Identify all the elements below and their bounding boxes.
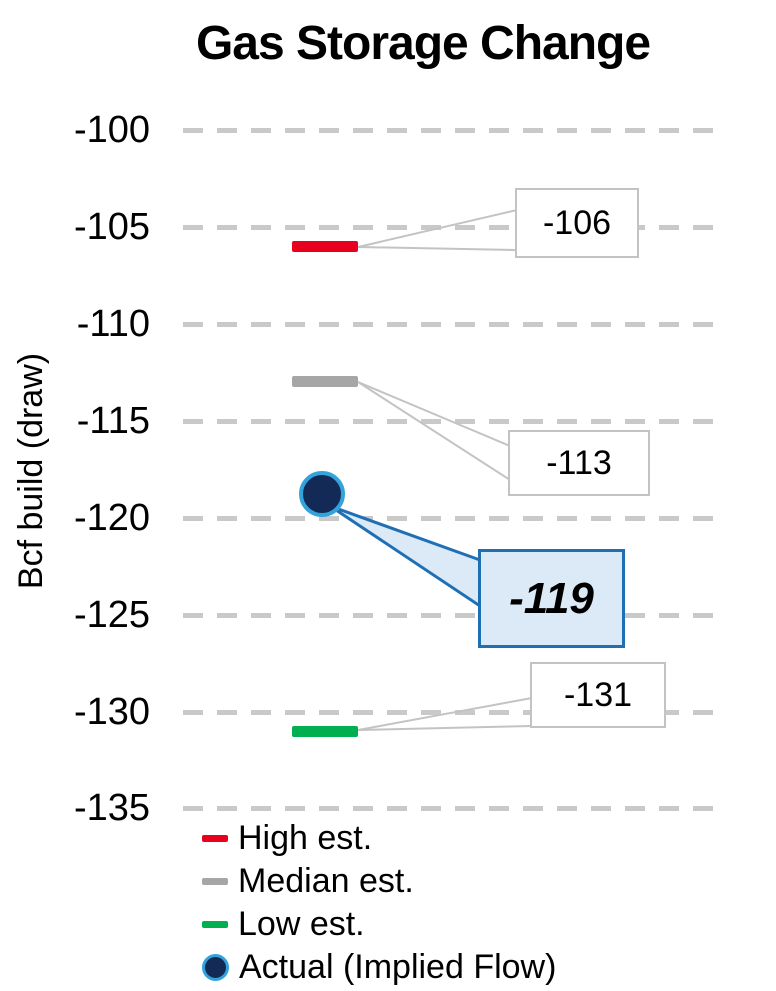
legend-label: Actual (Implied Flow): [239, 948, 557, 986]
gridline: [183, 322, 720, 327]
marker-high-estimate: [292, 241, 358, 252]
y-tick-label: -100: [73, 109, 150, 151]
legend-item-low-estimate: Low est.: [202, 903, 556, 946]
high-estimate-dash-icon: [202, 835, 228, 842]
actual-callout-wedge: [329, 504, 482, 609]
callout-median-estimate: -113: [508, 430, 650, 496]
legend-item-actual: Actual (Implied Flow): [202, 946, 556, 989]
gridline: [183, 613, 720, 618]
gridline: [183, 516, 720, 521]
marker-actual: [299, 471, 345, 517]
chart-title: Gas Storage Change: [195, 17, 651, 70]
legend-label: Median est.: [238, 862, 414, 900]
gridline: [183, 419, 720, 424]
callout-median-value: -113: [546, 443, 612, 482]
callout-high-estimate: -106: [515, 188, 639, 258]
gridline: [183, 225, 720, 230]
y-tick-label: -105: [73, 206, 150, 248]
legend: High est. Median est. Low est. Actual (I…: [202, 817, 556, 989]
y-tick-label: -125: [73, 594, 150, 636]
legend-label: Low est.: [238, 905, 365, 943]
callout-actual-value: -119: [509, 573, 594, 623]
marker-low-estimate: [292, 726, 358, 737]
callout-high-value: -106: [542, 203, 612, 242]
legend-label: High est.: [238, 819, 373, 857]
callout-actual: -119: [478, 549, 625, 648]
legend-item-high-estimate: High est.: [202, 817, 556, 860]
y-tick-label: -130: [73, 691, 150, 733]
actual-circle-icon: [202, 954, 229, 981]
gridline: [183, 806, 720, 811]
gridline: [183, 128, 720, 133]
marker-median-estimate: [292, 376, 358, 387]
legend-item-median-estimate: Median est.: [202, 860, 556, 903]
low-estimate-dash-icon: [202, 921, 228, 928]
callout-low-estimate: -131: [530, 662, 666, 728]
y-tick-label: -115: [76, 400, 150, 442]
y-tick-label: -120: [73, 497, 150, 539]
callout-low-value: -131: [563, 675, 633, 714]
y-tick-label: -135: [73, 787, 150, 829]
y-axis-label: Bcf build (draw): [12, 352, 50, 590]
y-tick-label: -110: [76, 303, 150, 345]
median-estimate-dash-icon: [202, 878, 228, 885]
